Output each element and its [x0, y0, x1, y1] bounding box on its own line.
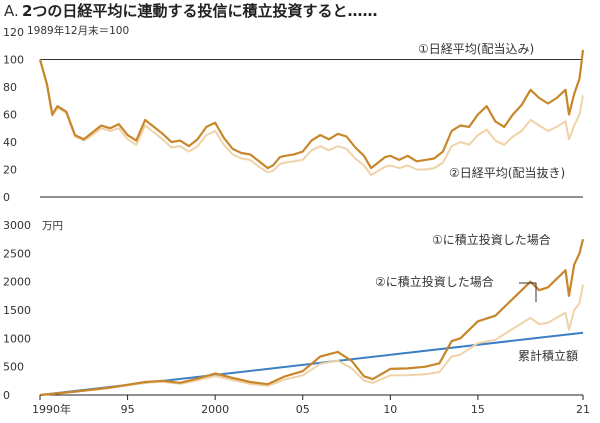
y-tick-label: 20: [3, 164, 17, 177]
x-tick-label: 1990年: [32, 402, 71, 416]
y-tick-label: 1000: [3, 332, 31, 345]
label-2-leader-line: [519, 282, 537, 302]
series-label-1: ①日経平均(配当込み): [418, 42, 534, 56]
x-tick-label: 05: [296, 403, 310, 416]
x-tick-label: 2000: [201, 403, 229, 416]
index-base-note: 1989年12月末＝100: [27, 24, 129, 37]
x-tick-label: 21: [576, 403, 590, 416]
series-label-2: ②に積立投資した場合: [375, 274, 494, 289]
y-tick-label: 100: [3, 54, 24, 67]
series-label-1: ①に積立投資した場合: [432, 232, 551, 247]
y-tick-label: 40: [3, 136, 17, 149]
y-tick-label: 120: [3, 26, 24, 39]
y-tick-label: 0: [3, 389, 10, 402]
series-line-1: [39, 238, 585, 397]
y-tick-label: 500: [3, 361, 24, 374]
unit-label: 万円: [42, 220, 63, 232]
title-prefix: A.: [4, 2, 19, 20]
y-tick-label: 2500: [3, 247, 31, 260]
series-line-1: [38, 49, 585, 170]
y-tick-label: 3000: [3, 219, 31, 232]
series-label-2: ②日経平均(配当抜き): [449, 166, 565, 180]
series-line-2: [39, 284, 584, 396]
y-tick-label: 0: [3, 191, 10, 204]
y-tick-label: 2000: [3, 276, 31, 289]
x-tick-label: 95: [121, 403, 135, 416]
x-tick-label: 10: [383, 403, 397, 416]
bottom-chart: 0 500 1000 1500 2000 2500 3000 万円 1990年 95 2000 05 1…: [3, 219, 590, 416]
series-line-2: [39, 59, 584, 176]
y-tick-label: 1500: [3, 304, 31, 317]
x-tick-label: 15: [471, 403, 485, 416]
y-tick-label: 80: [3, 81, 17, 94]
series-label-3: 累計積立額: [518, 348, 578, 363]
chart-title: 2つの日経平均に連動する投信に積立投資すると……: [22, 2, 377, 20]
top-chart: 0 20 40 60 80 100 120 1989年12月末＝100 ①日経平均(配当込み) ②…: [3, 24, 585, 204]
y-tick-label: 60: [3, 109, 17, 122]
